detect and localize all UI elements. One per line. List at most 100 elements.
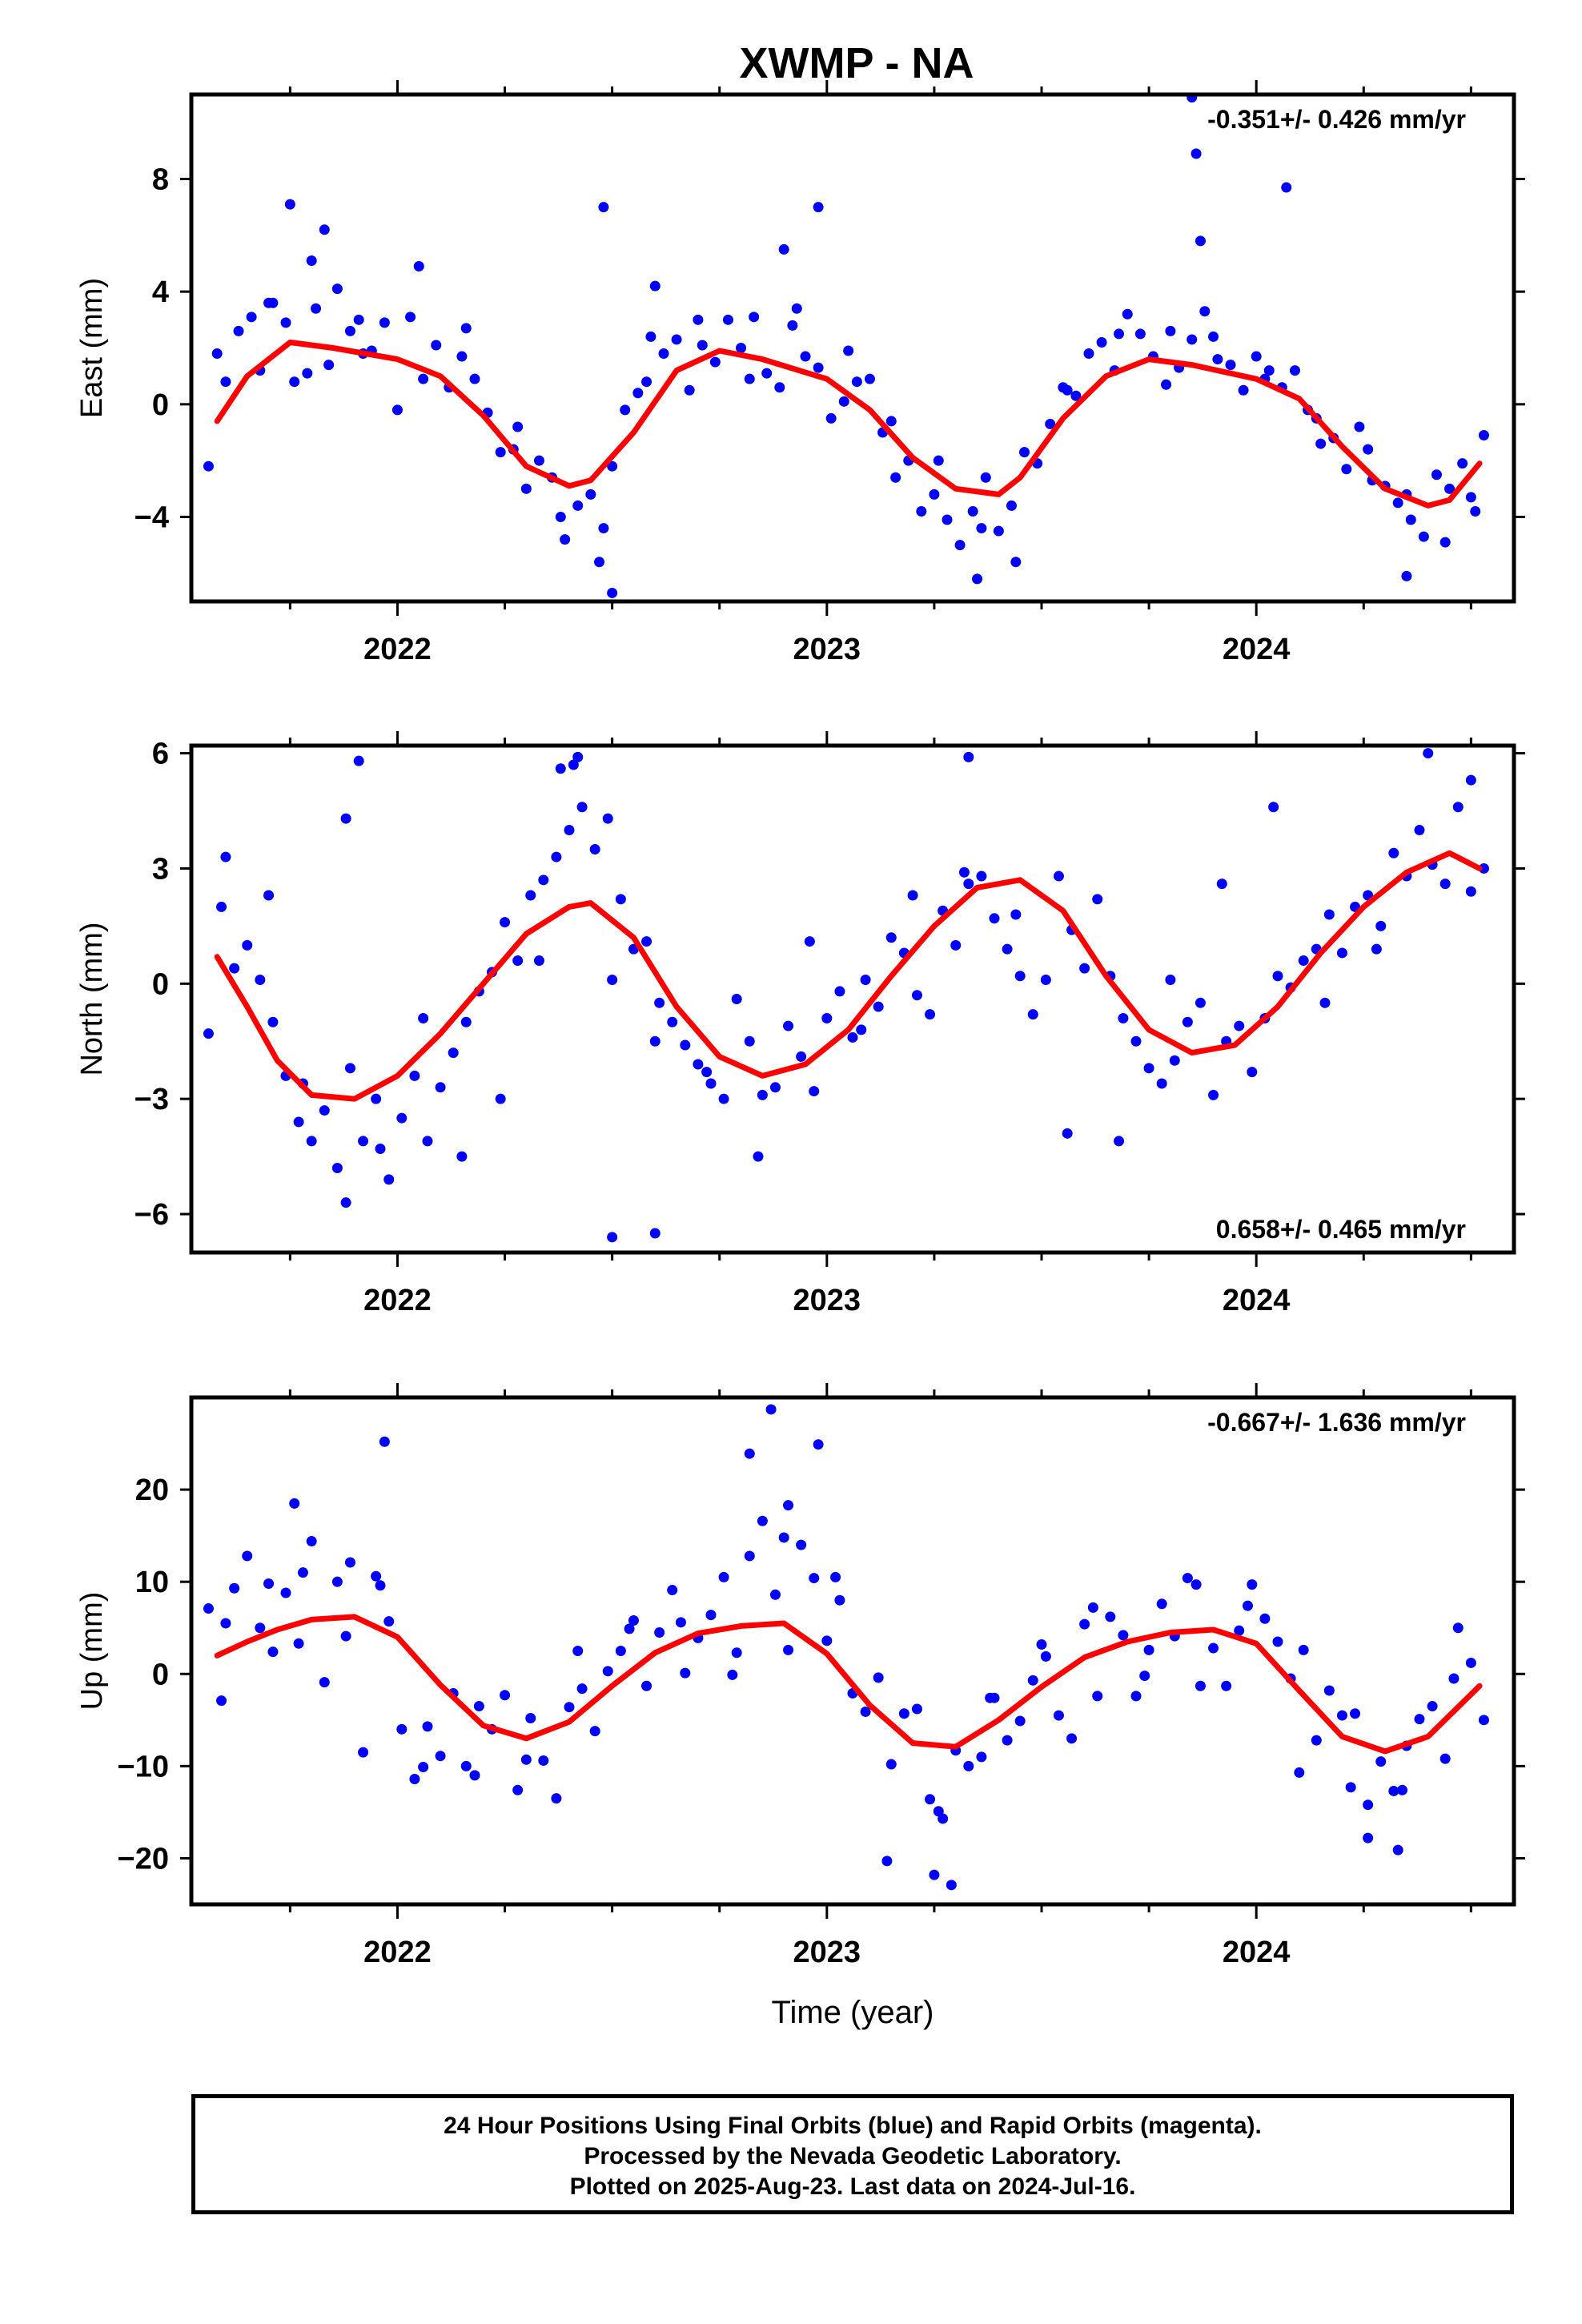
data-point bbox=[1186, 334, 1198, 345]
data-point bbox=[311, 303, 322, 314]
data-point bbox=[933, 1806, 944, 1817]
data-point bbox=[1448, 1673, 1460, 1684]
data-point bbox=[778, 1532, 789, 1543]
data-point bbox=[1105, 1611, 1116, 1622]
data-point bbox=[1027, 1675, 1038, 1686]
data-point bbox=[1195, 1680, 1206, 1691]
data-point bbox=[598, 523, 609, 534]
data-point bbox=[1272, 971, 1283, 982]
data-point bbox=[1186, 94, 1198, 103]
data-point bbox=[358, 1136, 369, 1147]
data-point bbox=[1053, 870, 1064, 882]
data-point bbox=[1298, 955, 1309, 967]
data-point bbox=[963, 1760, 974, 1771]
data-point bbox=[306, 1136, 317, 1147]
data-point bbox=[460, 1016, 472, 1027]
data-point bbox=[744, 373, 755, 384]
data-point bbox=[242, 1550, 253, 1562]
chart-panel-1: 2022 2023 2024 −4 0 4 8 East (mm) -0.351+/- 0.42… bbox=[75, 80, 1525, 666]
data-point bbox=[203, 1028, 214, 1039]
data-point bbox=[1130, 1035, 1142, 1047]
data-point bbox=[620, 404, 631, 416]
data-point bbox=[435, 1751, 446, 1762]
data-point bbox=[1444, 483, 1456, 494]
data-point bbox=[907, 890, 918, 901]
data-point bbox=[284, 199, 295, 210]
data-point bbox=[572, 1646, 584, 1656]
data-point bbox=[551, 1793, 562, 1804]
fit-curve bbox=[214, 1614, 1483, 1755]
data-point bbox=[607, 1232, 618, 1243]
data-point bbox=[654, 1626, 665, 1638]
data-point bbox=[796, 1051, 807, 1062]
data-point bbox=[800, 351, 811, 362]
data-point bbox=[1298, 1644, 1309, 1655]
data-point bbox=[980, 472, 991, 483]
data-point bbox=[744, 1448, 755, 1459]
data-point bbox=[1354, 421, 1365, 432]
data-point bbox=[448, 1047, 459, 1059]
data-point bbox=[1397, 1784, 1408, 1795]
data-point bbox=[331, 283, 343, 295]
data-point bbox=[1062, 384, 1073, 396]
data-point bbox=[847, 1031, 858, 1043]
data-point bbox=[551, 851, 562, 862]
data-point bbox=[1165, 975, 1176, 986]
data-point bbox=[1191, 148, 1202, 159]
fit-curve bbox=[214, 340, 1483, 509]
fit-curve bbox=[214, 850, 1483, 1102]
data-point bbox=[843, 345, 854, 356]
data-point bbox=[946, 1880, 957, 1891]
data-point bbox=[727, 1669, 738, 1680]
y-tick-label: 3 bbox=[152, 852, 169, 886]
data-point bbox=[1341, 464, 1352, 475]
data-point bbox=[1118, 1012, 1129, 1023]
y-tick-label: 10 bbox=[135, 1566, 169, 1599]
data-point bbox=[576, 1683, 588, 1695]
data-point bbox=[375, 1580, 386, 1591]
data-point bbox=[778, 243, 789, 255]
data-point bbox=[1040, 975, 1051, 986]
data-point bbox=[1134, 328, 1146, 340]
data-point bbox=[1478, 862, 1489, 874]
data-point bbox=[331, 1576, 343, 1587]
data-point bbox=[1392, 497, 1403, 509]
data-point bbox=[495, 447, 506, 458]
data-point bbox=[680, 1039, 691, 1051]
data-point bbox=[319, 1677, 330, 1688]
data-point bbox=[500, 1690, 511, 1701]
data-point bbox=[1079, 1618, 1090, 1630]
data-point bbox=[1040, 1651, 1051, 1662]
data-point bbox=[1478, 430, 1489, 441]
data-point bbox=[500, 917, 511, 928]
data-point bbox=[783, 1500, 794, 1511]
data-point bbox=[925, 1794, 936, 1805]
data-point bbox=[1066, 1733, 1078, 1744]
data-point bbox=[379, 1436, 390, 1447]
data-point bbox=[422, 1721, 433, 1732]
data-point bbox=[718, 1093, 729, 1104]
data-point bbox=[1311, 1735, 1322, 1746]
data-point bbox=[1182, 1573, 1193, 1584]
y-tick-label: 0 bbox=[152, 1658, 169, 1691]
data-point bbox=[1208, 331, 1219, 342]
data-point bbox=[950, 939, 962, 951]
data-point bbox=[220, 376, 231, 388]
data-point bbox=[396, 1723, 408, 1735]
data-point bbox=[976, 870, 987, 882]
data-point bbox=[413, 261, 424, 272]
data-point bbox=[615, 1646, 626, 1656]
data-point bbox=[1414, 1714, 1425, 1725]
data-point bbox=[242, 939, 253, 951]
data-point bbox=[1427, 1701, 1438, 1712]
data-point bbox=[1452, 1622, 1464, 1634]
data-point bbox=[1199, 306, 1211, 317]
data-point bbox=[1392, 1844, 1403, 1856]
data-point bbox=[783, 1644, 794, 1655]
data-point bbox=[1452, 802, 1464, 813]
data-point bbox=[263, 1578, 275, 1589]
x-tick-label: 2022 bbox=[363, 633, 432, 666]
data-point bbox=[1375, 920, 1387, 931]
data-point bbox=[933, 455, 944, 466]
data-point bbox=[838, 396, 849, 407]
